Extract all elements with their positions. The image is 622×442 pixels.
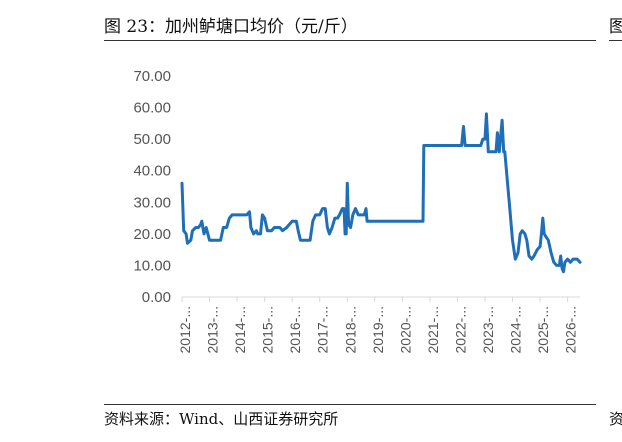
- adjacent-figure-rule-fragment: [609, 40, 622, 41]
- x-tick-label: 2022-...: [452, 306, 468, 353]
- x-tick-label: 2024-...: [508, 306, 524, 353]
- figure-title: 图 23：加州鲈塘口均价（元/斤）: [104, 17, 358, 37]
- x-tick-label: 2026-...: [563, 306, 579, 353]
- x-axis: 2012-... 2013-... 2014-... 2015-... 2016-...…: [177, 297, 579, 353]
- x-tick-label: 2019-...: [370, 306, 386, 353]
- y-tick-label: 50.00: [133, 131, 171, 148]
- y-tick-label: 40.00: [133, 163, 171, 180]
- x-tick-label: 2018-...: [342, 306, 358, 353]
- adjacent-source-fragment: 资: [609, 410, 622, 428]
- title-underline-rule: [104, 40, 596, 41]
- series-group: [180, 112, 582, 274]
- y-axis: 0.00 10.00 20.00 30.00 40.00 50.00 60.00 70.00: [133, 68, 171, 306]
- y-tick-label: 20.00: [133, 226, 171, 243]
- x-tick-label: 2023-...: [480, 306, 496, 353]
- x-tick-label: 2013-...: [205, 306, 221, 353]
- y-tick-label: 10.00: [133, 257, 171, 274]
- series-line: [180, 112, 582, 274]
- y-tick-label: 70.00: [133, 68, 171, 85]
- adjacent-figure-title-fragment: 图: [609, 17, 622, 37]
- source-rule: [104, 404, 596, 405]
- x-tick-label: 2012-...: [177, 306, 193, 353]
- x-tick-label: 2014-...: [232, 306, 248, 353]
- x-tick-label: 2015-...: [260, 306, 276, 353]
- x-tick-label: 2021-...: [425, 306, 441, 353]
- y-tick-label: 0.00: [142, 289, 171, 306]
- y-tick-label: 60.00: [133, 100, 171, 117]
- y-tick-label: 30.00: [133, 194, 171, 211]
- x-tick-label: 2025-...: [535, 306, 551, 353]
- x-tick-label: 2017-...: [315, 306, 331, 353]
- x-tick-label: 2020-...: [397, 306, 413, 353]
- x-tick-label: 2016-...: [287, 306, 303, 353]
- source-note: 资料来源：Wind、山西证券研究所: [104, 410, 339, 428]
